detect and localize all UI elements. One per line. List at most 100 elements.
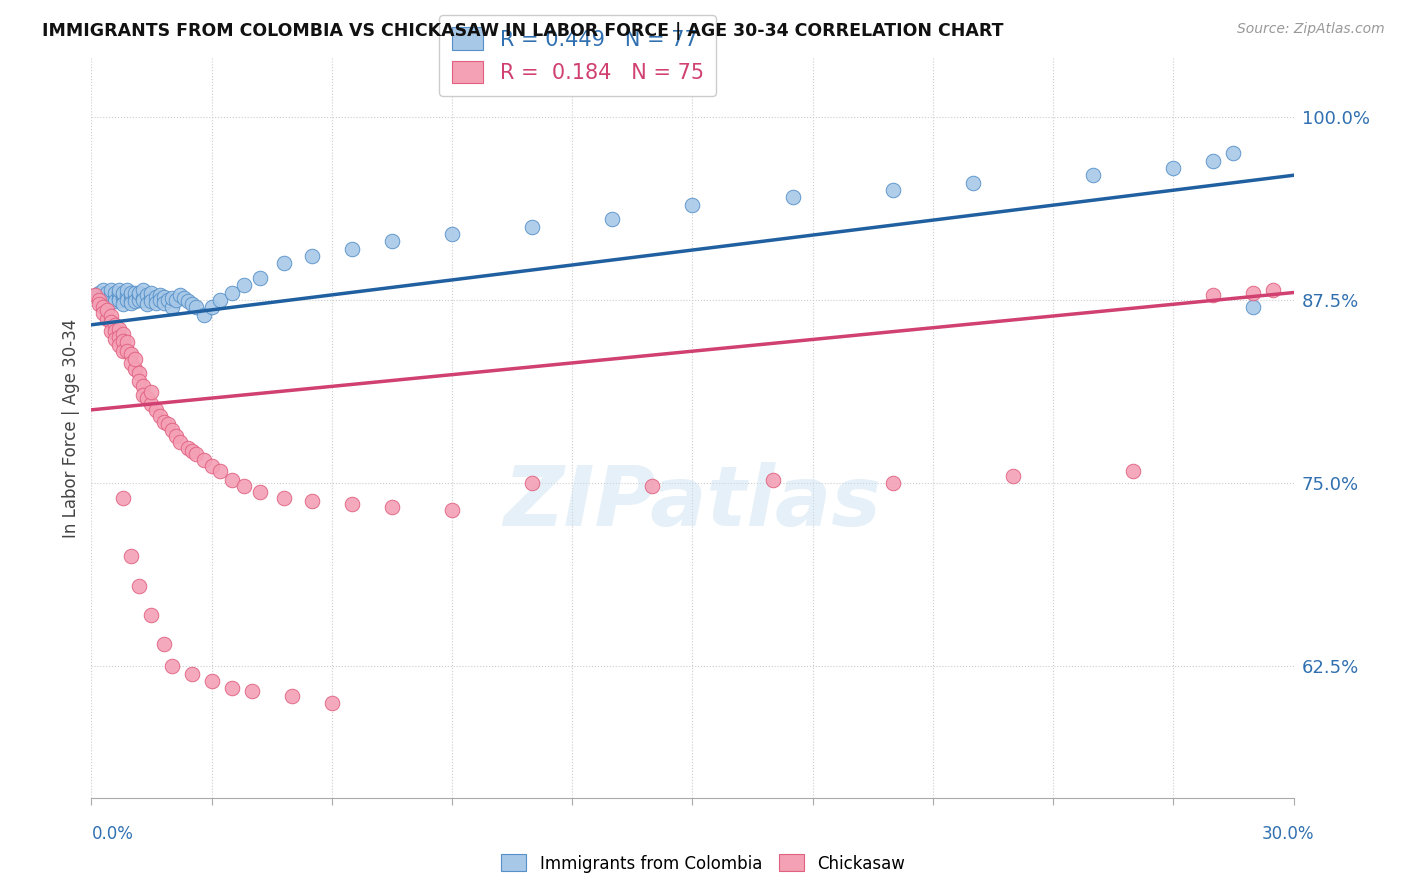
Point (152, 295, 174, 310)
Point (201, 300, 224, 314)
Point (128, 293, 150, 307)
Point (321, 696, 343, 710)
Point (160, 423, 183, 437)
Point (112, 292, 135, 306)
Point (1243, 285, 1265, 300)
Point (96, 285, 118, 300)
Point (180, 297, 202, 311)
Point (121, 356, 143, 370)
Point (89, 293, 111, 307)
Point (100, 324, 122, 338)
Point (169, 435, 191, 450)
Text: Source: ZipAtlas.com: Source: ZipAtlas.com (1237, 22, 1385, 37)
Point (128, 374, 150, 388)
Point (193, 452, 215, 467)
Point (112, 491, 135, 505)
Point (100, 288, 122, 302)
Point (117, 293, 139, 307)
Point (201, 458, 224, 473)
Point (104, 294, 127, 309)
Point (176, 294, 198, 309)
Point (180, 666, 202, 681)
Point (93, 306, 115, 320)
Point (132, 293, 155, 307)
Point (112, 334, 135, 348)
Point (152, 637, 174, 651)
Point (681, 197, 703, 211)
Point (173, 292, 195, 306)
Text: ZIPatlas: ZIPatlas (503, 462, 882, 542)
Point (273, 491, 295, 505)
Point (240, 684, 263, 698)
Point (232, 479, 254, 493)
Point (1202, 288, 1225, 302)
Point (1263, 283, 1285, 297)
Point (89, 285, 111, 300)
Legend: R = 0.449   N = 77, R =  0.184   N = 75: R = 0.449 N = 77, R = 0.184 N = 75 (439, 15, 716, 95)
Point (132, 388, 155, 402)
Point (117, 344, 139, 359)
Point (100, 283, 122, 297)
Point (232, 278, 254, 293)
Point (208, 464, 231, 478)
Point (141, 397, 163, 411)
Point (124, 285, 146, 300)
Point (156, 417, 179, 432)
Point (221, 681, 243, 696)
Point (121, 549, 143, 564)
Point (128, 366, 150, 380)
Point (165, 293, 187, 307)
Point (148, 288, 170, 302)
Point (112, 344, 135, 359)
Point (93, 300, 115, 314)
Point (180, 443, 202, 458)
Point (1001, 468, 1024, 483)
Point (108, 292, 131, 306)
Point (104, 324, 127, 338)
Point (108, 283, 131, 297)
Point (108, 329, 131, 343)
Point (132, 379, 155, 393)
Point (108, 338, 131, 352)
Point (108, 293, 131, 307)
Point (124, 294, 146, 309)
Point (221, 473, 243, 487)
Point (128, 288, 150, 302)
Y-axis label: In Labor Force | Age 30-34: In Labor Force | Age 30-34 (62, 318, 80, 538)
Point (522, 219, 544, 234)
Text: IMMIGRANTS FROM COLOMBIA VS CHICKASAW IN LABOR FORCE | AGE 30-34 CORRELATION CHA: IMMIGRANTS FROM COLOMBIA VS CHICKASAW IN… (42, 22, 1004, 40)
Point (381, 500, 404, 514)
Point (132, 292, 155, 306)
Point (121, 293, 143, 307)
Text: 30.0%: 30.0% (1263, 825, 1315, 843)
Point (121, 295, 143, 310)
Point (96, 303, 118, 318)
Point (440, 227, 463, 241)
Point (340, 497, 363, 511)
Point (273, 256, 295, 270)
Point (128, 285, 150, 300)
Point (208, 293, 231, 307)
Point (112, 288, 135, 302)
Point (1083, 168, 1105, 182)
Text: 0.0%: 0.0% (91, 825, 134, 843)
Point (96, 292, 118, 306)
Point (112, 285, 135, 300)
Point (340, 242, 363, 256)
Point (89, 297, 111, 311)
Point (121, 347, 143, 361)
Point (100, 315, 122, 329)
Point (132, 283, 155, 297)
Point (112, 326, 135, 341)
Point (104, 285, 127, 300)
Point (193, 308, 215, 322)
Point (96, 312, 118, 326)
Point (301, 249, 323, 263)
Point (136, 391, 159, 405)
Point (160, 292, 183, 306)
Point (165, 429, 187, 443)
Point (1122, 464, 1144, 478)
Point (93, 283, 115, 297)
Point (1243, 300, 1265, 314)
Point (136, 288, 159, 302)
